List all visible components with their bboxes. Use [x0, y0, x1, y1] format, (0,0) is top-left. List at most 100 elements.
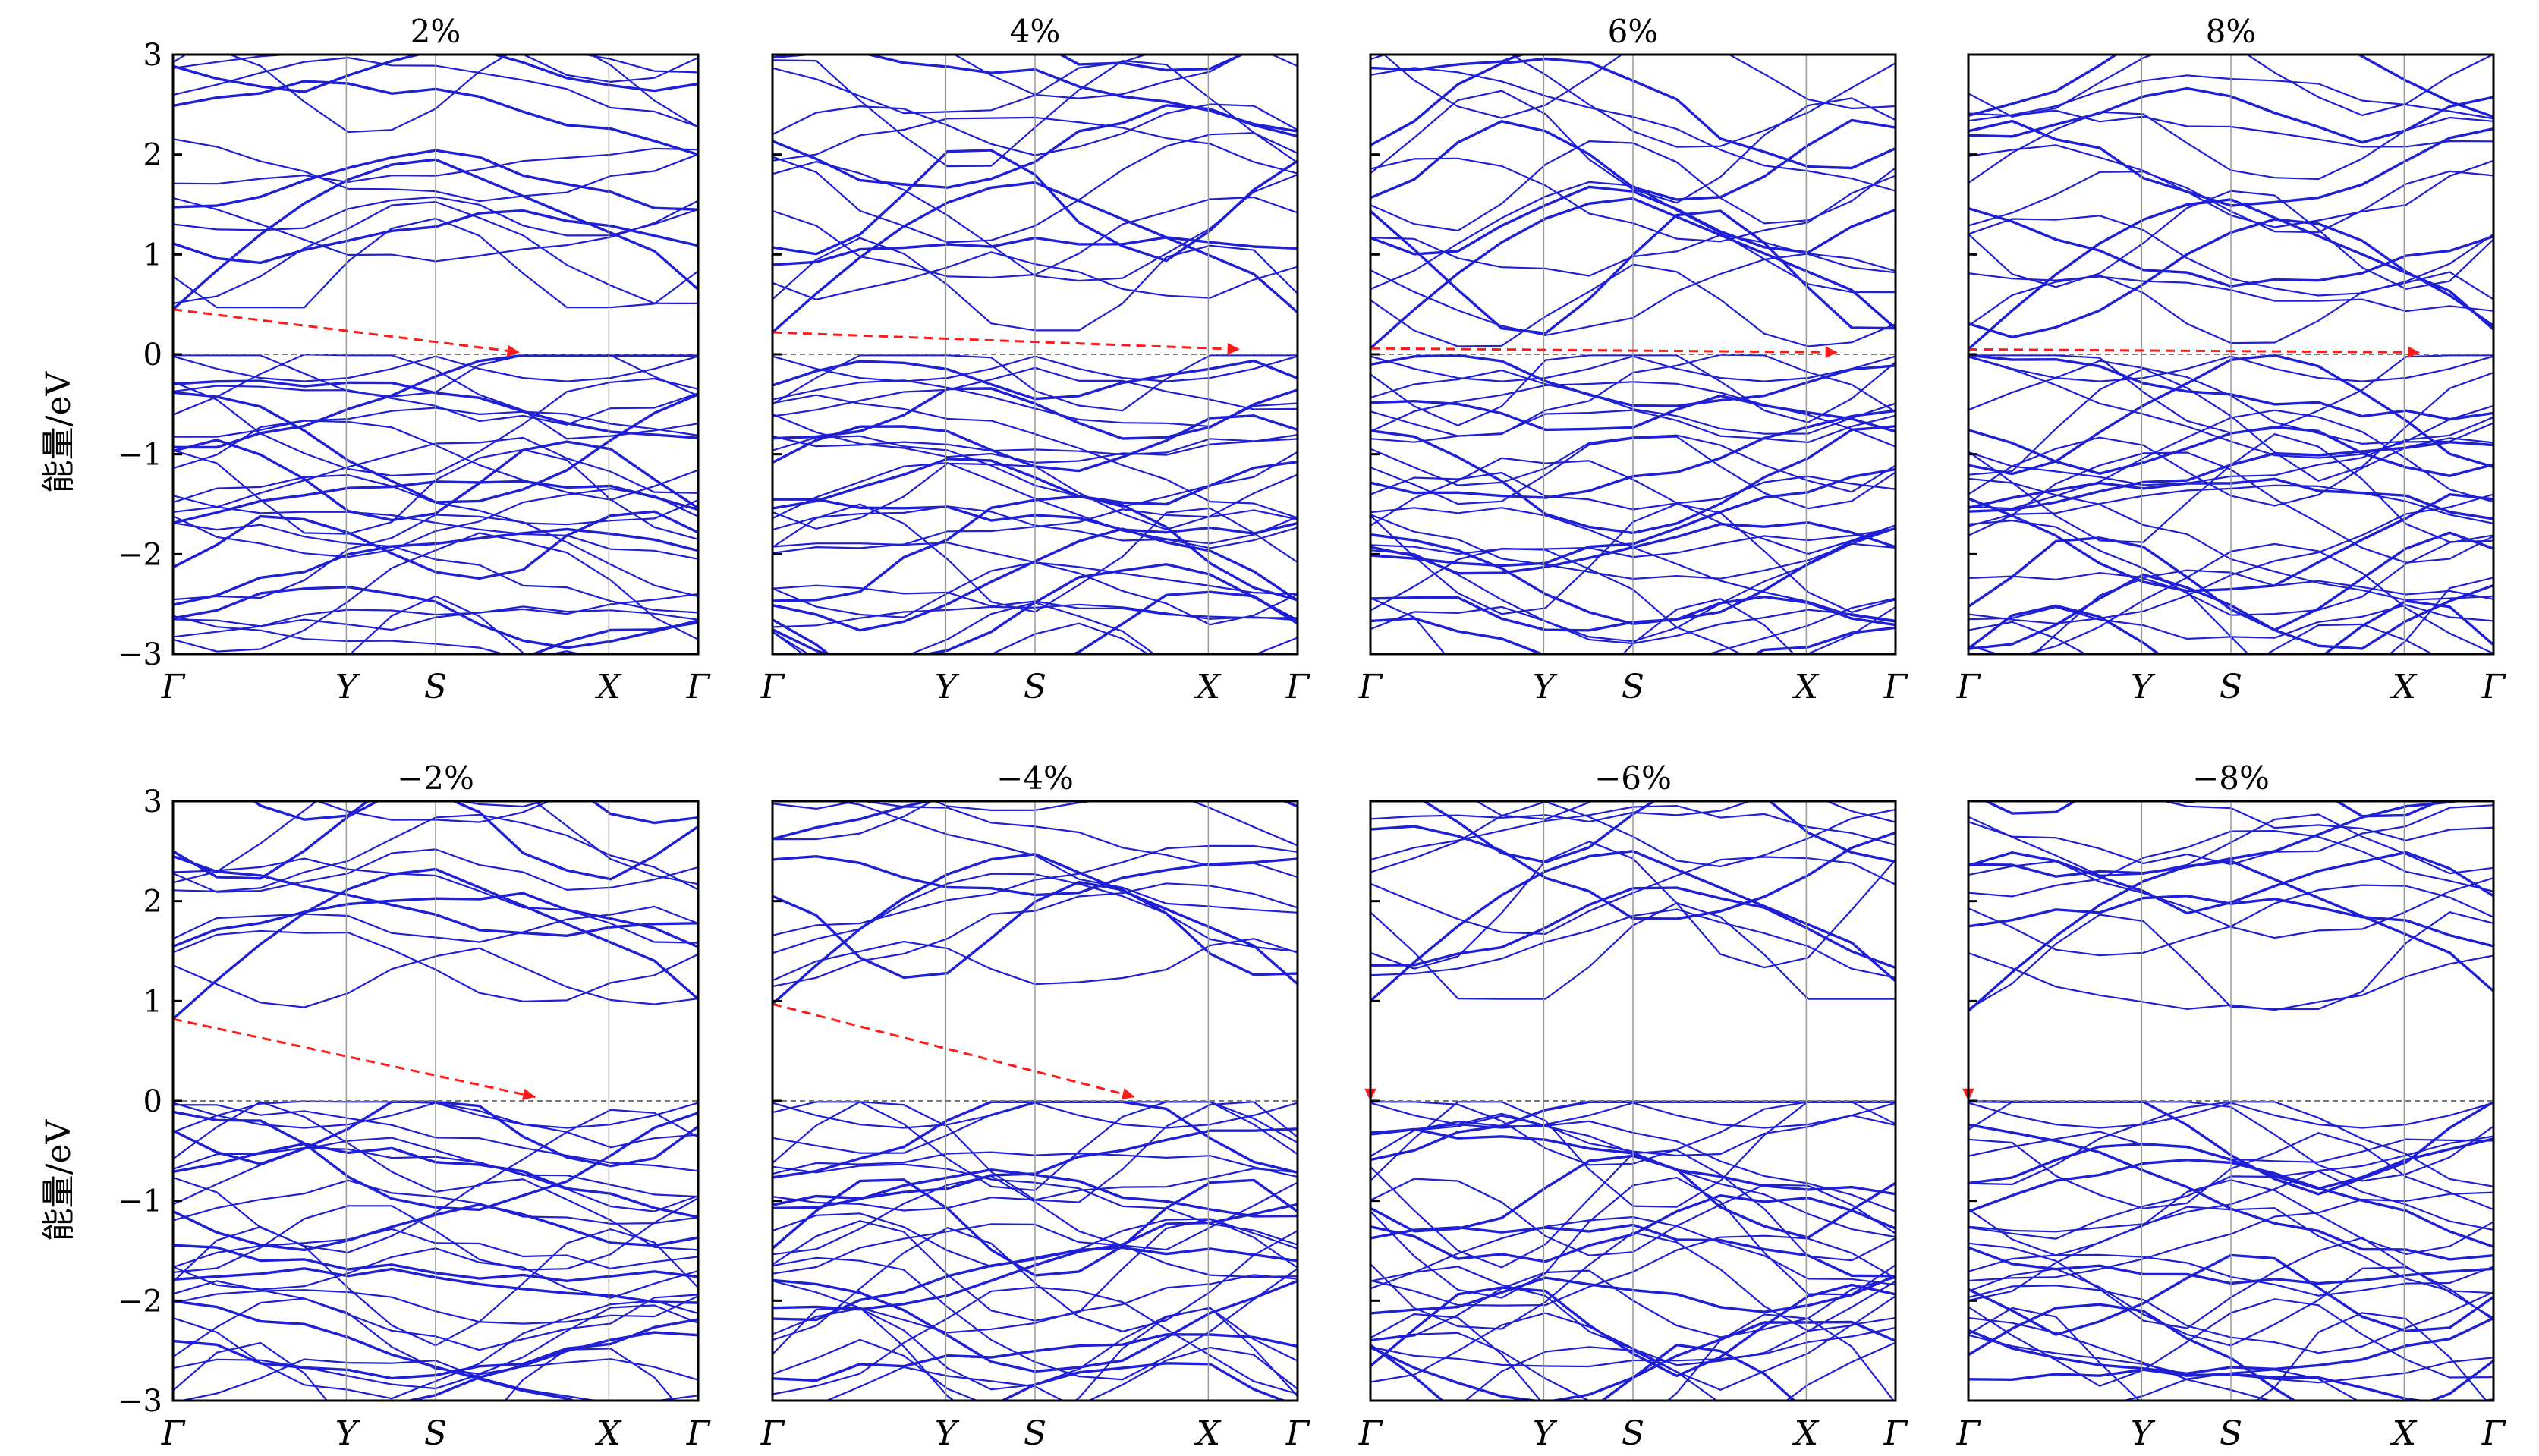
- band-gap-arrowhead: [506, 344, 520, 357]
- band-line: [1968, 712, 2493, 764]
- band-line: [173, 55, 698, 83]
- k-point-label: Γ: [686, 1414, 711, 1453]
- band-gap-arrow: [772, 331, 1240, 351]
- y-tick-label: −2: [118, 1284, 162, 1319]
- k-point-label: Γ: [686, 668, 711, 706]
- k-point-label: Γ: [2481, 668, 2506, 706]
- y-tick-label: 0: [143, 338, 162, 373]
- k-point-label: X: [1194, 668, 1222, 706]
- y-tick-label: −1: [118, 438, 162, 473]
- band-line: [1968, 599, 2493, 654]
- k-point-label: S: [424, 1414, 447, 1453]
- band-line: [173, 801, 698, 885]
- y-tick-label: 0: [143, 1084, 162, 1119]
- band-line: [1983, 801, 2443, 818]
- panel-title: −2%: [397, 759, 474, 797]
- k-point-label: S: [1622, 1414, 1644, 1453]
- k-point-label: S: [1622, 668, 1644, 706]
- k-point-label: X: [1792, 1414, 1820, 1453]
- panel-4: Γ Y S X Γ 8%: [1956, 13, 2506, 706]
- k-point-label: Γ: [1883, 1414, 1908, 1453]
- band-gap-arrow: [172, 1017, 536, 1099]
- k-point-label: Y: [2131, 1414, 2156, 1453]
- band-line: [252, 801, 698, 825]
- k-point-label: Γ: [2481, 1414, 2506, 1453]
- band-line: [1370, 617, 1896, 654]
- k-point-label: Γ: [760, 1414, 785, 1453]
- panel-title: 6%: [1608, 13, 1659, 50]
- panel-title: 4%: [1010, 13, 1061, 50]
- band-gap-arrow: [772, 1002, 1135, 1099]
- band-gap-arrow: [1968, 347, 2421, 354]
- panel-title: −4%: [996, 759, 1074, 797]
- band-line: [1058, 55, 1245, 72]
- panel-title: 2%: [411, 13, 461, 50]
- k-point-label: Γ: [1956, 1414, 1981, 1453]
- band-gap-arrowhead: [1825, 346, 1838, 359]
- k-point-label: X: [595, 668, 622, 706]
- k-point-label: S: [424, 668, 447, 706]
- band-line: [1706, 597, 1896, 654]
- band-line: [1968, 55, 2493, 118]
- k-point-label: Γ: [760, 668, 785, 706]
- k-point-label: Γ: [1883, 668, 1908, 706]
- band-line: [772, 590, 1298, 654]
- band-line: [772, 801, 933, 841]
- k-point-label: Y: [935, 1414, 960, 1453]
- band-line: [1370, 55, 1527, 71]
- k-point-label: Y: [335, 1414, 360, 1453]
- y-tick-label: 1: [143, 237, 162, 272]
- band-line: [173, 55, 698, 93]
- band-gap-arrowhead: [1121, 1088, 1135, 1100]
- k-point-label: Γ: [1285, 668, 1310, 706]
- y-tick-label: −3: [118, 637, 162, 672]
- band-line: [173, 1341, 675, 1401]
- k-point-label: S: [2220, 668, 2242, 706]
- y-tick-label: −1: [118, 1184, 162, 1219]
- panel-title: −8%: [2192, 759, 2270, 797]
- y-tick-label: −2: [118, 537, 162, 572]
- band-lines: [173, 55, 698, 654]
- k-point-label: Γ: [161, 668, 186, 706]
- k-point-label: Y: [2131, 668, 2156, 706]
- band-gap-arrow: [1370, 347, 1838, 354]
- panel-title: −6%: [1594, 759, 1672, 797]
- y-tick-label: 2: [143, 138, 162, 173]
- k-point-label: X: [1194, 1414, 1222, 1453]
- k-point-label: Y: [1533, 1414, 1558, 1453]
- k-point-label: S: [1024, 668, 1046, 706]
- band-gap-arrowhead: [1227, 343, 1240, 355]
- band-line: [1968, 621, 2434, 654]
- band-line: [530, 621, 698, 654]
- y-tick-label: 3: [143, 785, 162, 819]
- band-line: [173, 801, 698, 881]
- k-point-label: Y: [1533, 668, 1558, 706]
- k-point-label: Γ: [1358, 1414, 1383, 1453]
- band-line: [772, 801, 1298, 847]
- band-line: [1383, 55, 1896, 119]
- band-line: [1968, 1307, 2487, 1401]
- k-point-label: X: [595, 1414, 622, 1453]
- panel-2: Γ Y S X Γ 4%: [760, 13, 1310, 706]
- y-tick-label: 1: [143, 984, 162, 1019]
- panel-7: Γ Y S X Γ −6%: [1358, 759, 1908, 1453]
- k-point-label: Γ: [1956, 668, 1981, 706]
- y-tick-label: 2: [143, 885, 162, 920]
- ylabel-bottom: 能量/eV: [39, 1118, 78, 1241]
- k-point-label: X: [1792, 668, 1820, 706]
- k-point-label: Y: [335, 668, 360, 706]
- panel-3: Γ Y S X Γ 6%: [1358, 13, 1908, 706]
- band-line: [1370, 1332, 1896, 1401]
- k-point-label: S: [1024, 1414, 1046, 1453]
- band-line: [1968, 55, 2493, 118]
- k-point-label: Γ: [1358, 668, 1383, 706]
- band-gap-arrowhead: [521, 1088, 536, 1100]
- y-tick-label: 3: [143, 38, 162, 73]
- k-point-label: Γ: [161, 1414, 186, 1453]
- y-tick-label: −3: [118, 1384, 162, 1419]
- band-gap-arrow: [172, 308, 520, 354]
- band-gap-arrowhead: [2407, 346, 2421, 359]
- band-line: [772, 1307, 1298, 1401]
